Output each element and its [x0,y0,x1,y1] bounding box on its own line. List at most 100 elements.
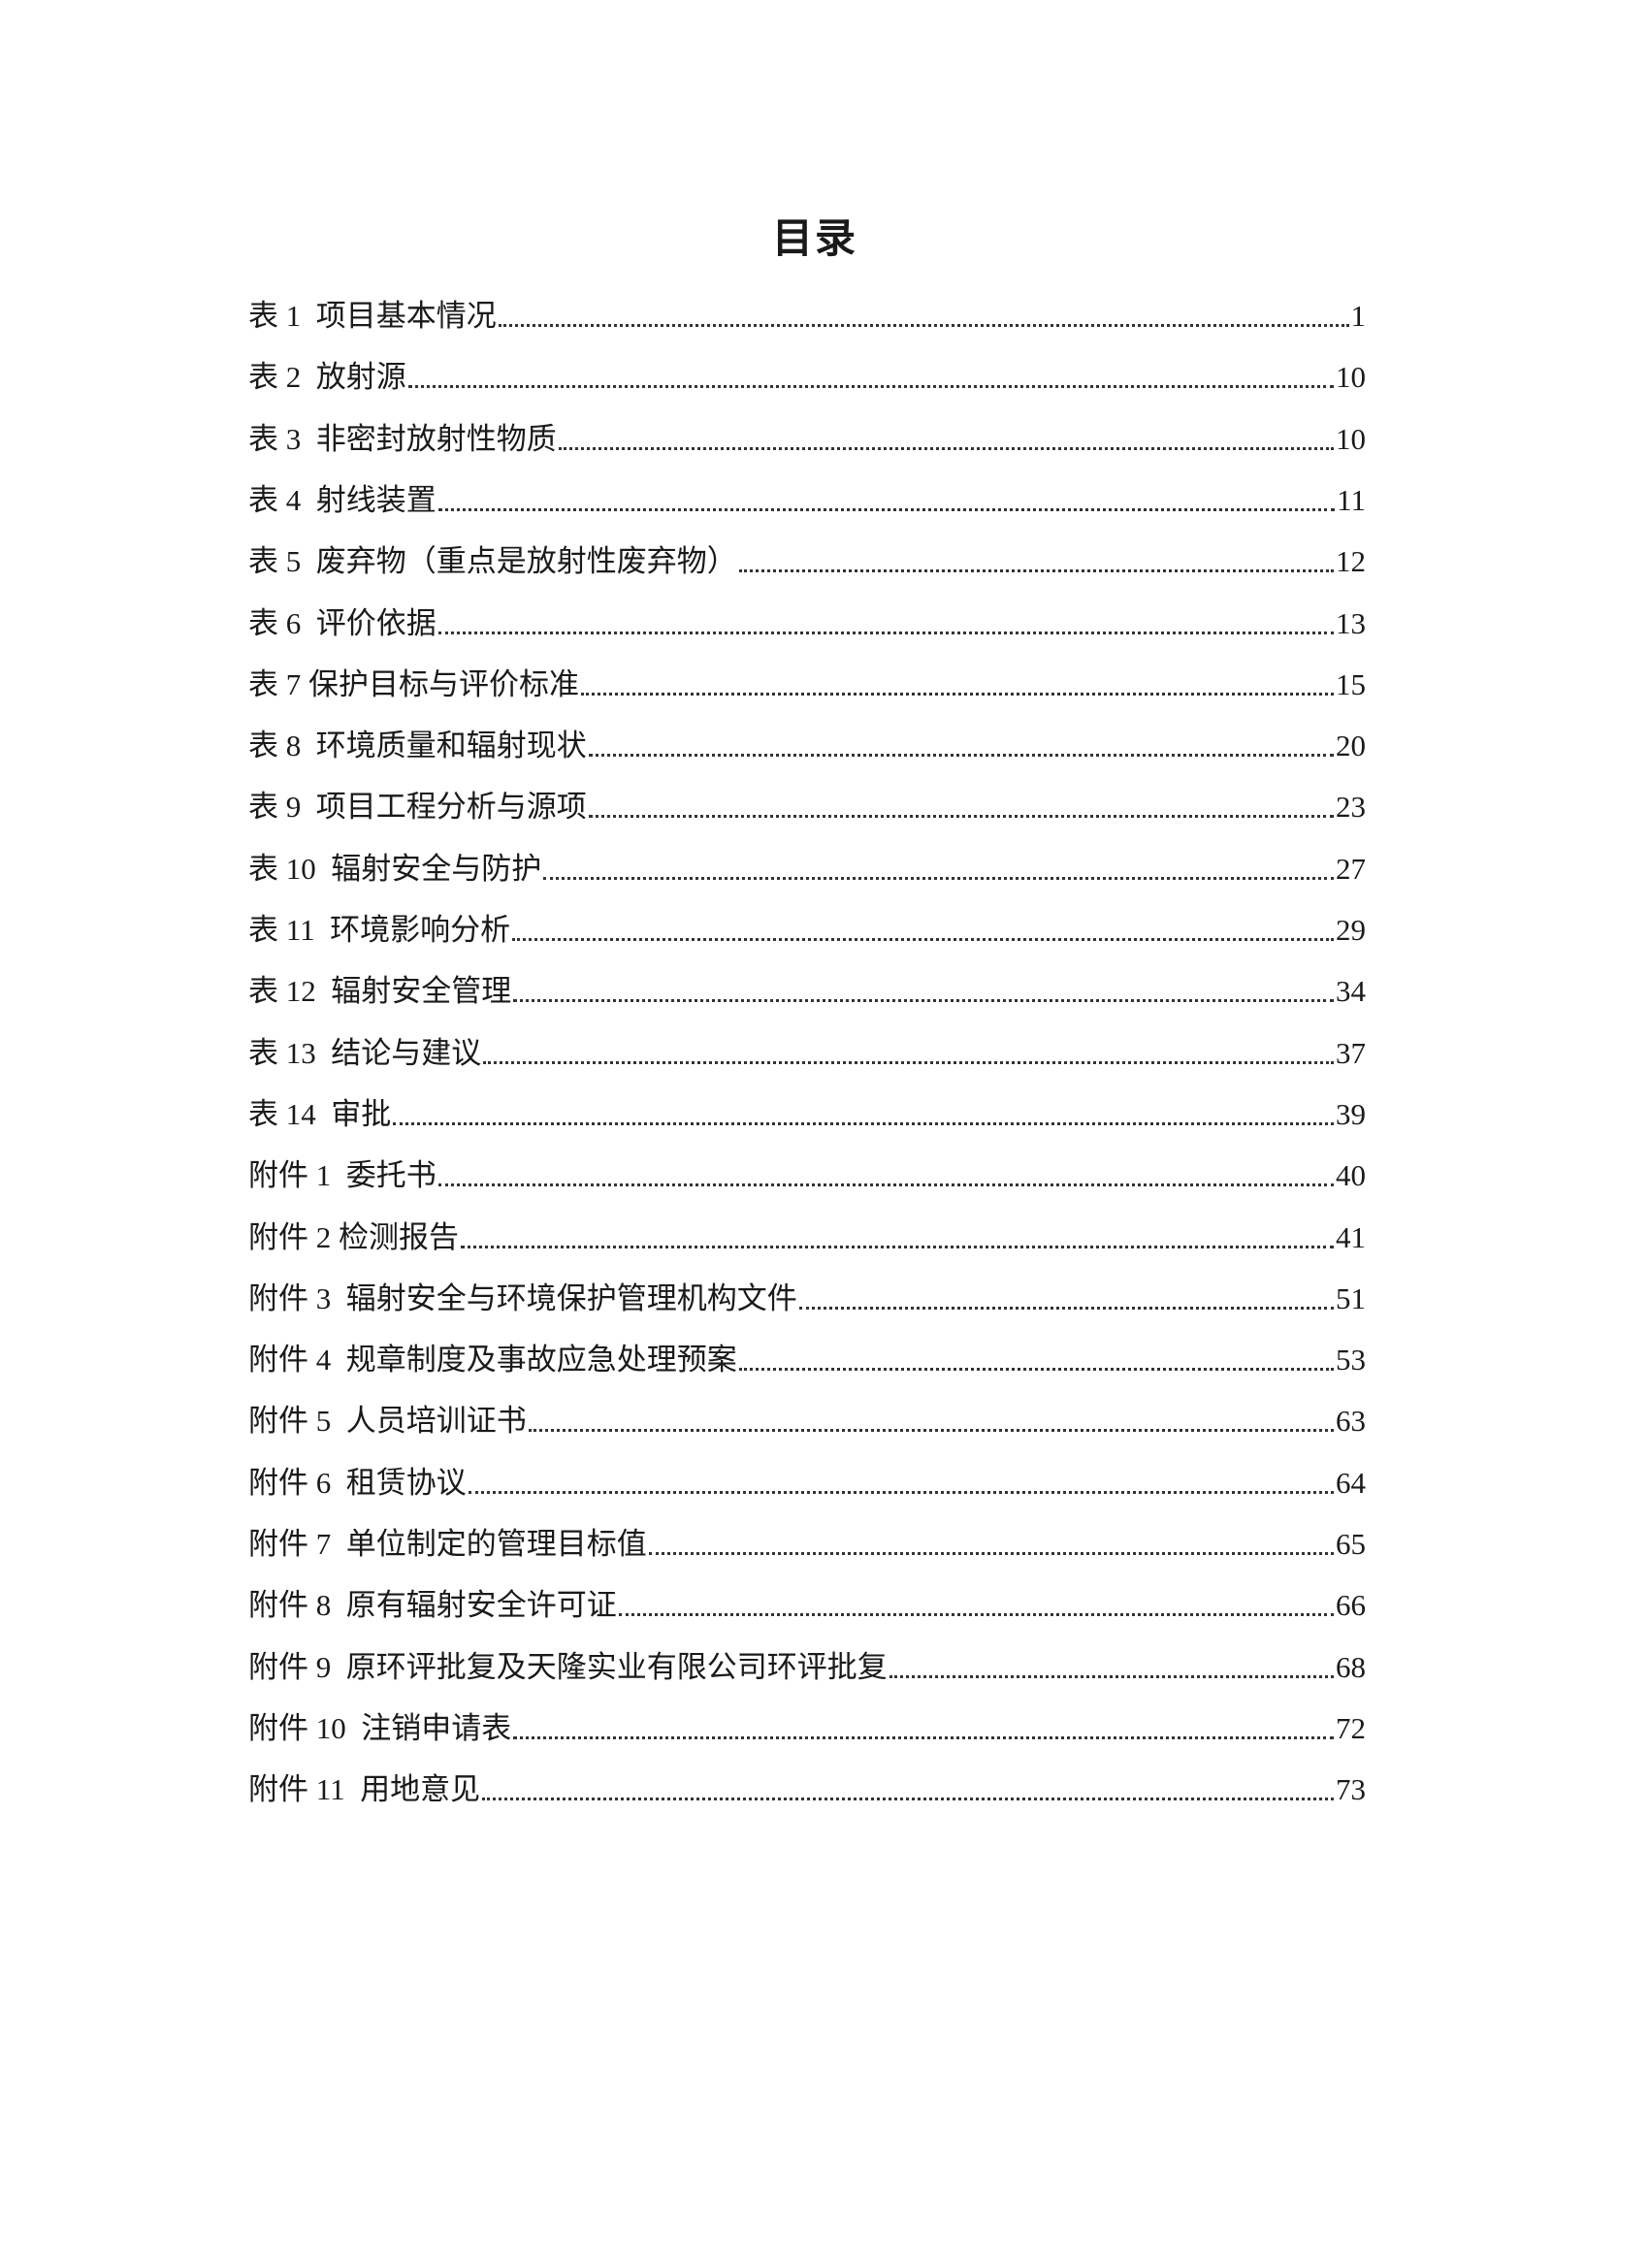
toc-entry[interactable]: 表 10 辐射安全与防护 27 [248,840,1366,889]
toc-entry-page: 11 [1337,482,1366,517]
toc-entry[interactable]: 附件 7 单位制定的管理目标值 65 [248,1515,1366,1564]
toc-entry-page: 29 [1336,913,1366,947]
toc-entry-label: 表 1 项目基本情况 [248,299,497,333]
toc-entry-page: 10 [1336,421,1366,456]
toc-entry-label: 表 14 审批 [248,1096,392,1131]
toc-entry-label: 表 2 放射源 [248,360,406,395]
dot-leader [528,1429,1334,1433]
toc-entry-page: 66 [1336,1588,1366,1623]
dot-leader [393,1121,1334,1125]
toc-entry-label: 表 7 保护目标与评价标准 [248,666,579,701]
toc-entry-label: 表 10 辐射安全与防护 [248,851,542,886]
toc-entry[interactable]: 附件 9 原环评批复及天隆实业有限公司环评批复 68 [248,1638,1366,1687]
toc-entry-page: 68 [1336,1649,1366,1684]
toc-entry-page: 63 [1336,1404,1366,1439]
toc-entry-page: 27 [1336,851,1366,886]
toc-entry-label: 附件 3 辐射安全与环境保护管理机构文件 [248,1280,797,1315]
toc-entry-label: 表 5 废弃物（重点是放射性废弃物） [248,544,737,579]
dot-leader [513,999,1334,1003]
toc-entry[interactable]: 表 7 保护目标与评价标准 15 [248,656,1366,704]
toc-entry[interactable]: 表 4 射线装置 11 [248,471,1366,520]
toc-entry-label: 表 3 非密封放射性物质 [248,421,557,456]
dot-leader [437,1183,1334,1187]
toc-entry-page: 39 [1336,1096,1366,1131]
toc-entry-label: 附件 1 委托书 [248,1158,436,1193]
toc-entry[interactable]: 附件 11 用地意见 73 [248,1761,1366,1809]
dot-leader [498,324,1349,327]
toc-entry-page: 1 [1350,299,1367,333]
dot-leader [437,631,1334,634]
dot-leader [581,692,1334,696]
toc-entry-label: 附件 10 注销申请表 [248,1710,512,1745]
toc-entry[interactable]: 附件 1 委托书 40 [248,1147,1366,1195]
toc-entry-label: 表 11 环境影响分析 [248,913,511,947]
toc-entry-label: 附件 8 原有辐射安全许可证 [248,1588,617,1623]
dot-leader [512,938,1334,941]
toc-entry[interactable]: 附件 5 人员培训证书 63 [248,1392,1366,1441]
toc-entry[interactable]: 表 12 辐射安全管理 34 [248,962,1366,1011]
dot-leader [513,1735,1334,1739]
toc-entry[interactable]: 附件 10 注销申请表 72 [248,1700,1366,1748]
toc-entry-label: 表 13 结论与建议 [248,1035,482,1070]
toc-entry-label: 附件 6 租赁协议 [248,1465,467,1500]
toc-entry[interactable]: 表 3 非密封放射性物质 10 [248,410,1366,459]
toc-entry-page: 37 [1336,1035,1366,1070]
toc-entry[interactable]: 表 9 项目工程分析与源项 23 [248,778,1366,826]
toc-entry-label: 表 4 射线装置 [248,482,436,517]
toc-entry[interactable]: 表 11 环境影响分析 29 [248,901,1366,950]
toc-entry[interactable]: 附件 4 规章制度及事故应急处理预案 53 [248,1331,1366,1379]
toc-entry[interactable]: 表 5 废弃物（重点是放射性废弃物） 12 [248,533,1366,581]
toc-entry-label: 附件 2 检测报告 [248,1219,459,1254]
dot-leader [738,569,1334,573]
toc-entry[interactable]: 表 1 项目基本情况 1 [248,287,1366,336]
dot-leader [588,754,1334,758]
toc-entry-page: 10 [1336,360,1366,395]
toc-entry-page: 64 [1336,1465,1366,1500]
toc-entry-page: 13 [1336,605,1366,640]
toc-entry[interactable]: 表 2 放射源 10 [248,348,1366,397]
toc-entry[interactable]: 附件 6 租赁协议 64 [248,1454,1366,1503]
toc-entry-page: 12 [1336,544,1366,579]
toc-entry-page: 41 [1336,1219,1366,1254]
toc-entry[interactable]: 附件 2 检测报告 41 [248,1209,1366,1257]
dot-leader [468,1490,1334,1494]
toc-entry[interactable]: 附件 8 原有辐射安全许可证 66 [248,1576,1366,1625]
toc-entry-label: 附件 5 人员培训证书 [248,1404,527,1439]
dot-leader [437,507,1336,511]
toc-entry[interactable]: 附件 3 辐射安全与环境保护管理机构文件 51 [248,1270,1366,1318]
toc-entry-page: 53 [1336,1343,1366,1377]
toc-entry-label: 附件 7 单位制定的管理目标值 [248,1527,647,1561]
toc-entry[interactable]: 表 14 审批 39 [248,1085,1366,1134]
dot-leader [407,385,1334,389]
dot-leader [543,876,1334,880]
toc-entry-page: 51 [1336,1280,1366,1315]
dot-leader [618,1613,1334,1617]
page-title: 目录 [771,217,857,262]
toc-entry-page: 15 [1336,666,1366,701]
dot-leader [798,1306,1334,1310]
dot-leader [648,1552,1334,1555]
dot-leader [588,815,1334,819]
toc-entry-page: 23 [1336,790,1366,825]
toc-entry-page: 65 [1336,1527,1366,1561]
toc-entry-page: 40 [1336,1158,1366,1193]
toc-entry-label: 附件 9 原环评批复及天隆实业有限公司环评批复 [248,1649,888,1684]
toc-entry-label: 表 9 项目工程分析与源项 [248,790,587,825]
toc-entry-label: 表 12 辐射安全管理 [248,974,512,1009]
dot-leader [482,1798,1334,1801]
toc-entry-page: 20 [1336,729,1366,763]
toc-entry-page: 34 [1336,974,1366,1009]
toc-entry-page: 73 [1336,1772,1366,1807]
toc-entry-label: 表 6 评价依据 [248,605,436,640]
toc-entry[interactable]: 表 6 评价依据 13 [248,595,1366,643]
dot-leader [461,1245,1334,1248]
toc-entry-label: 附件 4 规章制度及事故应急处理预案 [248,1343,737,1377]
dot-leader [558,446,1334,450]
dot-leader [738,1368,1334,1372]
toc-entry-label: 附件 11 用地意见 [248,1772,481,1807]
toc-entry[interactable]: 表 8 环境质量和辐射现状 20 [248,717,1366,765]
dot-leader [483,1060,1334,1064]
dot-leader [889,1674,1334,1678]
toc-entry-page: 72 [1336,1710,1366,1745]
toc-entry[interactable]: 表 13 结论与建议 37 [248,1024,1366,1073]
